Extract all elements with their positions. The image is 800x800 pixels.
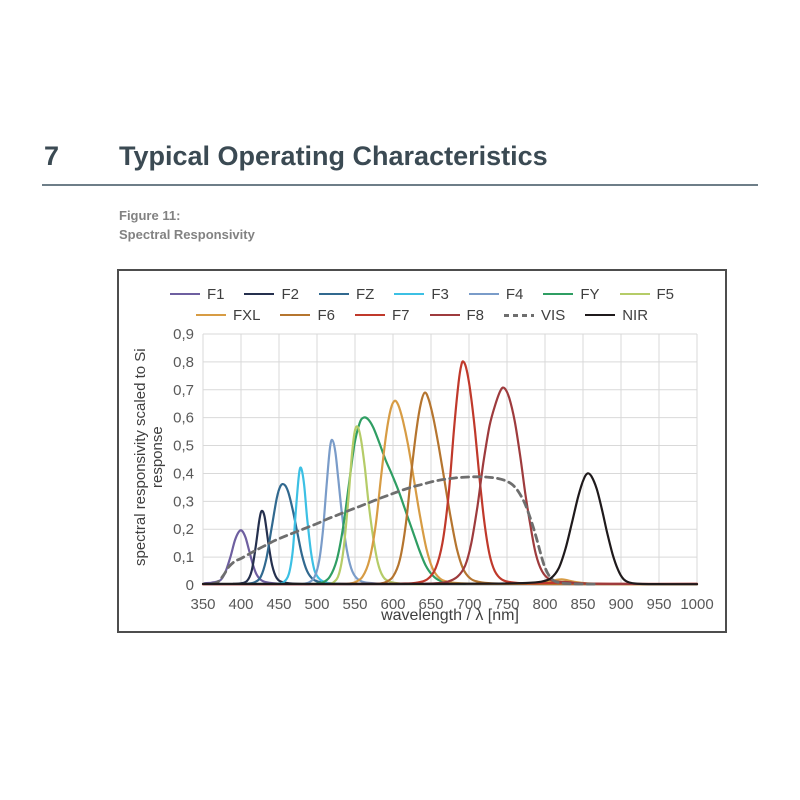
legend-item-f3: F3	[384, 284, 459, 304]
legend-item-vis: VIS	[494, 305, 575, 325]
legend-swatch-f3	[394, 292, 425, 296]
legend-label: F8	[466, 306, 485, 324]
x-tick-label: 400	[228, 596, 253, 613]
y-tick-label: 0	[186, 577, 194, 594]
spectral-responsivity-chart: F1 F2 FZ F3 F4 FY F5 FXL F6 F7 F8 VIS NIR spectral r…	[117, 269, 727, 633]
x-tick-label: 700	[456, 596, 481, 613]
y-tick-label: 0,3	[173, 493, 194, 510]
legend-label: VIS	[541, 306, 566, 324]
legend-label: NIR	[622, 306, 649, 324]
y-tick-label: 0,8	[173, 354, 194, 371]
series-nir	[201, 472, 699, 586]
legend-label: F7	[391, 306, 410, 324]
legend-label: F1	[206, 285, 225, 303]
figure-label: Figure 11:	[119, 208, 181, 223]
legend-label: FXL	[232, 306, 261, 324]
legend-swatch-f4	[468, 292, 499, 296]
legend-swatch-f7	[354, 313, 385, 317]
series-f4	[302, 438, 379, 585]
legend-item-fxl: FXL	[186, 305, 271, 325]
legend-label: F2	[281, 285, 299, 303]
legend-item-f6: F6	[270, 305, 345, 325]
series-fy	[314, 416, 467, 585]
legend-swatch-f8	[429, 313, 460, 317]
series-f5	[326, 425, 425, 586]
x-tick-label: 500	[304, 596, 329, 613]
section-title: Typical Operating Characteristics	[119, 141, 548, 171]
x-tick-label: 350	[190, 596, 215, 613]
series-vis	[210, 475, 600, 586]
legend-item-f8: F8	[420, 305, 495, 325]
figure-caption: Figure 11: Spectral Responsivity	[119, 206, 255, 244]
legend-label: FZ	[355, 285, 375, 303]
legend-item-f4: F4	[459, 284, 534, 304]
x-tick-label: 550	[342, 596, 367, 613]
legend-item-f5: F5	[610, 284, 685, 304]
y-tick-label: 0,5	[173, 438, 194, 455]
x-tick-label: 850	[570, 596, 595, 613]
x-tick-label: 950	[646, 596, 671, 613]
legend-item-fy: FY	[533, 284, 609, 304]
legend-label: F3	[431, 285, 449, 303]
y-tick-label: 0,1	[173, 549, 194, 566]
legend-item-f2: F2	[234, 284, 309, 304]
y-tick-label: 0,9	[173, 326, 194, 343]
legend-item-nir: NIR	[575, 305, 658, 325]
legend-item-f1: F1	[160, 284, 235, 304]
chart-legend: F1 F2 FZ F3 F4 FY F5 FXL F6 F7 F8 VIS NIR	[119, 284, 725, 325]
legend-label: FY	[580, 285, 600, 303]
legend-swatch-fy	[543, 292, 574, 296]
x-tick-label: 450	[266, 596, 291, 613]
series-fz	[246, 482, 353, 586]
series-f1	[203, 529, 303, 586]
series-f6	[376, 391, 699, 586]
legend-swatch-fz	[318, 292, 349, 296]
x-tick-label: 600	[380, 596, 405, 613]
legend-swatch-nir	[585, 313, 616, 317]
y-tick-label: 0,4	[173, 465, 194, 482]
legend-swatch-vis	[504, 313, 535, 317]
figure-title: Spectral Responsivity	[119, 227, 255, 242]
legend-row: FXL F6 F7 F8 VIS NIR	[186, 305, 658, 325]
x-tick-label: 900	[608, 596, 633, 613]
legend-label: F6	[317, 306, 335, 324]
legend-item-fz: FZ	[309, 284, 384, 304]
legend-item-f7: F7	[345, 305, 420, 325]
x-tick-label: 750	[494, 596, 519, 613]
x-axis-title: wavelength / λ [nm]	[381, 607, 519, 624]
x-tick-label: 1000	[680, 596, 713, 613]
legend-swatch-f6	[280, 313, 311, 317]
series-fxl	[346, 399, 699, 586]
legend-label: F5	[656, 285, 675, 303]
x-tick-label: 800	[532, 596, 557, 613]
plot-area: 350 400 450 500 550 600 650 700 750 800 850 900 950 1…	[173, 326, 714, 613]
section-number: 7	[44, 141, 60, 171]
legend-swatch-f1	[169, 292, 200, 296]
legend-label: F4	[505, 285, 524, 303]
series-f3	[276, 466, 341, 585]
legend-row: F1 F2 FZ F3 F4 FY F5	[160, 284, 684, 304]
y-tick-label: 0,2	[173, 521, 194, 538]
legend-swatch-fxl	[195, 313, 226, 317]
series-f2	[232, 509, 311, 586]
series-f7	[201, 360, 699, 586]
x-tick-label: 650	[418, 596, 443, 613]
legend-swatch-f5	[619, 292, 650, 296]
heading-rule	[42, 184, 758, 186]
y-tick-label: 0,7	[173, 382, 194, 399]
y-tick-label: 0,6	[173, 410, 194, 427]
legend-swatch-f2	[244, 292, 275, 296]
